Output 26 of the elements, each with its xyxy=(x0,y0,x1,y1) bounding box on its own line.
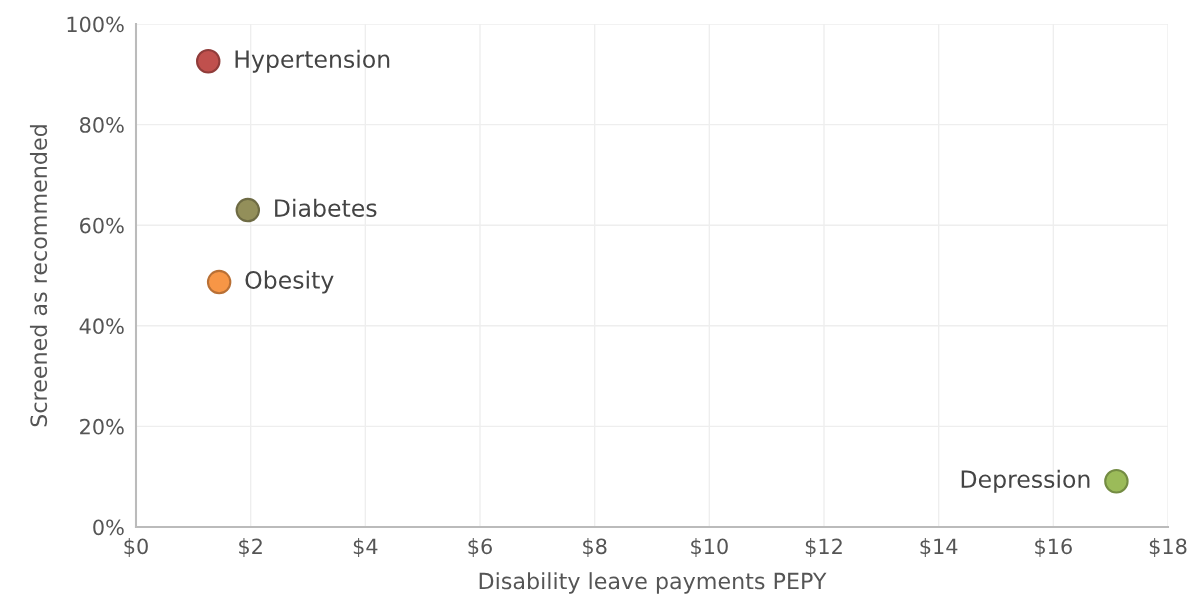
x-tick-label: $0 xyxy=(124,538,148,557)
x-tick-label: $4 xyxy=(353,538,378,557)
y-tick-label: 0% xyxy=(93,519,124,536)
series-label: Diabetes xyxy=(275,198,377,217)
y-tick-label: 80% xyxy=(80,117,124,133)
x-tick-label: $16 xyxy=(1035,538,1072,557)
series-label: Obesity xyxy=(245,270,334,294)
point xyxy=(235,197,261,223)
x-tick-label: $18 xyxy=(1149,538,1187,557)
y-tick-label: 60% xyxy=(80,217,124,234)
y-tick-label: 100% xyxy=(67,16,124,33)
x-tick-label: $2 xyxy=(239,538,262,557)
x-tick-label: $8 xyxy=(583,538,607,557)
series-label: Hypertension xyxy=(235,49,390,73)
y-tick-label: 20% xyxy=(80,418,124,435)
x-tick-label: $14 xyxy=(920,538,958,557)
y-tick-label: 40% xyxy=(79,318,124,335)
x-axis-title: Disability leave payments PEPY xyxy=(479,572,827,594)
series-label: Depression xyxy=(961,469,1090,493)
point xyxy=(206,269,232,295)
x-tick-label: $6 xyxy=(468,538,492,557)
x-tick-label: $12 xyxy=(805,538,842,557)
x-tick-label: $10 xyxy=(691,538,728,557)
point xyxy=(196,48,221,74)
y-axis-title: Screened as recommended xyxy=(29,125,48,427)
point xyxy=(1104,468,1129,494)
